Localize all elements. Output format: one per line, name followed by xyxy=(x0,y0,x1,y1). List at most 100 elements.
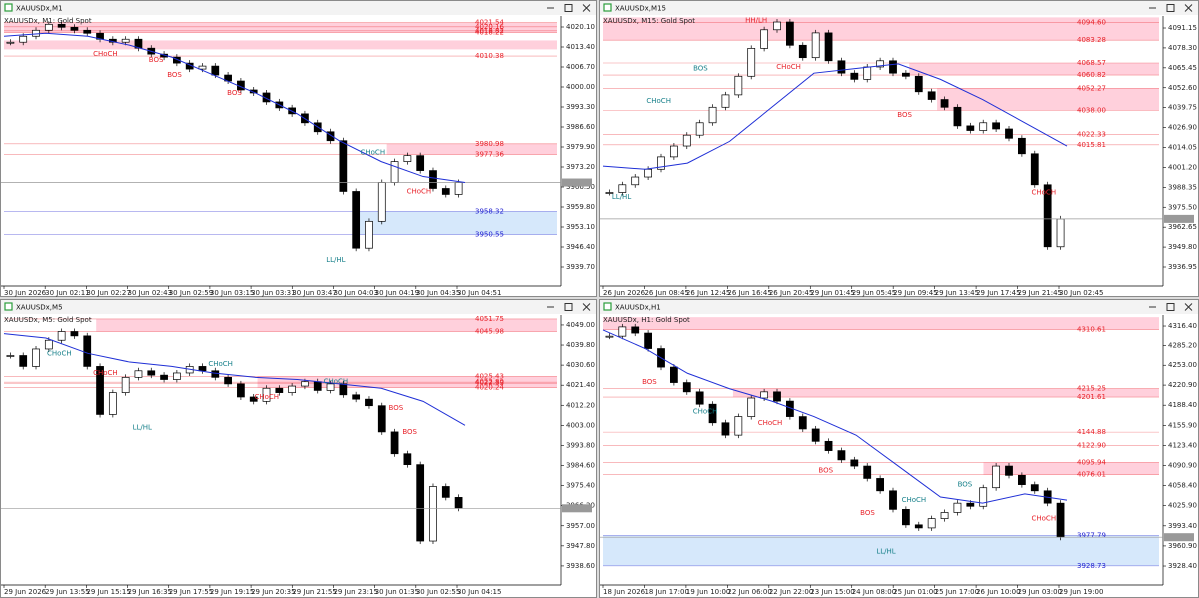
candle xyxy=(721,94,730,108)
zone xyxy=(937,88,1159,111)
x-tick-label: 29 Jun 03:00 xyxy=(1018,588,1062,596)
x-tick-label: 29 Jun 20:35 xyxy=(251,588,295,596)
candle xyxy=(837,450,846,461)
zone xyxy=(4,22,557,33)
candle xyxy=(695,122,704,136)
level-label: 4022.80 xyxy=(475,378,504,386)
y-tick-label: 3939.70 xyxy=(566,263,595,271)
candle xyxy=(1030,153,1039,186)
maximize-button[interactable] xyxy=(564,4,573,12)
candle xyxy=(760,391,769,399)
x-tick-label: 29 Jun 09:45 xyxy=(893,289,937,297)
candle xyxy=(198,366,207,372)
maximize-button[interactable] xyxy=(1166,4,1175,12)
y-tick-label: 3975.40 xyxy=(566,482,595,490)
candle xyxy=(1043,184,1052,248)
zone xyxy=(983,462,1159,475)
level-label: 4068.57 xyxy=(1077,59,1106,67)
maximize-button[interactable] xyxy=(1166,303,1175,311)
candle xyxy=(1056,502,1065,538)
candle xyxy=(734,416,743,436)
maximize-button[interactable] xyxy=(564,303,573,311)
candle xyxy=(798,44,807,59)
close-button[interactable] xyxy=(1184,4,1193,12)
candle xyxy=(747,48,756,77)
annotation: BOS xyxy=(389,404,404,412)
candle xyxy=(837,60,846,74)
candle xyxy=(211,65,220,76)
candle xyxy=(403,155,412,162)
candle xyxy=(927,91,936,100)
level-label: 4022.33 xyxy=(475,379,504,387)
candle xyxy=(1030,484,1039,492)
x-tick-label: 29 Jun 13:45 xyxy=(935,289,979,297)
y-tick-label: 4155.90 xyxy=(1168,421,1197,429)
annotation: LL/HL xyxy=(612,193,631,201)
y-tick-label: 4020.10 xyxy=(566,23,595,31)
level-label: 4095.94 xyxy=(1077,458,1106,466)
price-tag xyxy=(1164,533,1194,542)
candle xyxy=(644,332,653,349)
close-button[interactable] xyxy=(582,303,591,311)
x-tick-label: 30 Jun 03:15 xyxy=(210,289,254,297)
candle xyxy=(390,161,399,183)
annotation: CHoCH xyxy=(902,496,927,504)
candle xyxy=(83,29,92,34)
annotation: CHoCH xyxy=(776,63,801,71)
candle xyxy=(6,41,15,44)
level-label: 4310.61 xyxy=(1077,326,1106,334)
y-tick-label: 4049.00 xyxy=(566,321,595,329)
y-tick-label: 3984.60 xyxy=(566,462,595,470)
candle xyxy=(352,394,361,400)
title-bar xyxy=(1,1,596,15)
candle xyxy=(121,38,130,43)
candle xyxy=(773,21,781,31)
x-tick-label: 30 Jun 04:51 xyxy=(457,289,501,297)
y-tick-label: 4006.70 xyxy=(566,63,595,71)
level-label: 4122.90 xyxy=(1077,442,1106,450)
x-tick-label: 22 Jun 22:00 xyxy=(769,588,813,596)
candle xyxy=(760,29,769,49)
candle xyxy=(454,182,463,195)
annotation: BOS xyxy=(897,111,912,119)
candle xyxy=(914,524,923,529)
candle xyxy=(32,348,40,367)
candle xyxy=(83,335,92,367)
candle xyxy=(1056,218,1065,248)
y-tick-label: 3949.80 xyxy=(1168,243,1197,251)
candle xyxy=(721,422,730,436)
close-button[interactable] xyxy=(1184,303,1193,311)
level-label: 4025.43 xyxy=(475,372,504,380)
chart-subtitle: XAUUSDx, M5: Gold Spot xyxy=(4,316,92,324)
annotation: HH/LH xyxy=(745,16,767,24)
annotation: CHoCH xyxy=(1032,515,1057,523)
zone xyxy=(354,211,557,235)
x-tick-label: 29 Jun 01:45 xyxy=(810,289,854,297)
zone xyxy=(386,143,557,155)
title-bar xyxy=(600,300,1198,314)
candle xyxy=(173,56,181,64)
candle xyxy=(682,134,691,147)
x-tick-label: 30 Jun 2026 xyxy=(4,289,47,297)
y-tick-label: 3988.35 xyxy=(1168,183,1197,191)
close-button[interactable] xyxy=(582,4,591,12)
chart-window: XAUUSDx,M15 4094.60 4083.28 4068.57 4060.82 4… xyxy=(599,0,1199,297)
candle xyxy=(940,99,949,108)
candle xyxy=(631,326,640,334)
candle xyxy=(44,23,53,31)
candle xyxy=(695,391,704,405)
candle xyxy=(979,122,988,131)
x-tick-label: 25 Jun 17:00 xyxy=(935,588,979,596)
candle xyxy=(211,370,220,378)
level-label: 4038.00 xyxy=(1077,106,1106,114)
candle xyxy=(940,512,949,519)
level-label: 4144.88 xyxy=(1077,428,1106,436)
y-tick-label: 3936.95 xyxy=(1168,263,1197,271)
x-tick-label: 30 Jun 02:55 xyxy=(416,588,460,596)
annotation: CHoCH xyxy=(208,360,233,368)
zone xyxy=(603,317,1159,330)
y-tick-label: 3993.40 xyxy=(1168,522,1197,530)
level-label: 4060.82 xyxy=(1077,71,1106,79)
title-bar xyxy=(600,1,1198,15)
x-tick-label: 18 Jun 2026 xyxy=(603,588,646,596)
